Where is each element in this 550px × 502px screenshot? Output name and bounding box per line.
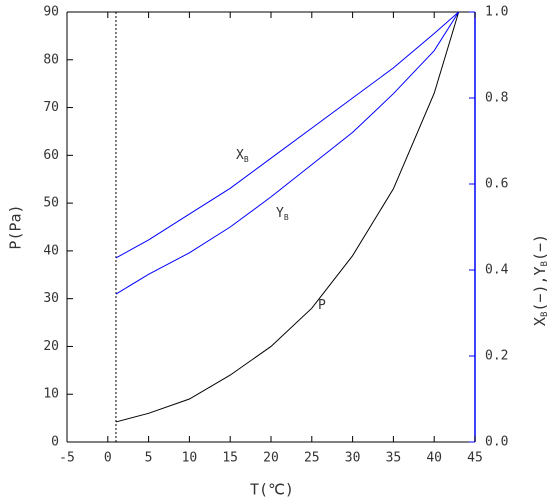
y-tick-label: 10 (43, 387, 59, 402)
series-line (115, 11, 460, 295)
x-tick-label: 30 (345, 451, 361, 466)
label-text: X (236, 148, 244, 163)
x-tick-label: 15 (222, 451, 238, 466)
label-text: Y (276, 206, 284, 221)
y-tick-label: 80 (43, 52, 59, 67)
x-tick-label: 25 (304, 451, 320, 466)
series-line (115, 11, 460, 423)
y2-axis-label: XB(−),YB(−) (531, 234, 550, 326)
y-tick-label: 70 (43, 100, 59, 115)
label-sub: B (244, 155, 249, 164)
series-label: P (318, 298, 326, 313)
y2-tick-label: 0.0 (485, 435, 508, 450)
y2-tick-label: 0.4 (485, 263, 509, 278)
y2-tick-label: 0.6 (485, 177, 508, 192)
x-tick-label: -5 (59, 451, 75, 466)
y2-tick-label: 0.8 (485, 91, 508, 106)
series-line (115, 11, 460, 259)
x-tick-label: 5 (145, 451, 153, 466)
label-text: (−) (531, 234, 549, 261)
y-axis-label: P(Pa) (7, 204, 25, 249)
y2-tick-label: 0.2 (485, 349, 508, 364)
y-tick-label: 20 (43, 339, 59, 354)
label-sub: B (284, 213, 289, 222)
x-tick-label: 20 (263, 451, 279, 466)
x-tick-label: 40 (426, 451, 442, 466)
y-tick-label: 50 (43, 196, 59, 211)
label-text: X (531, 317, 549, 326)
y-tick-label: 90 (43, 5, 59, 20)
label-sub: B (540, 261, 550, 266)
series-label: YB (276, 206, 289, 222)
x-axis-label: T(℃) (250, 481, 294, 499)
y-tick-label: 60 (43, 148, 59, 163)
label-text: P (318, 298, 326, 313)
y-tick-label: 0 (51, 435, 59, 450)
x-tick-label: 10 (182, 451, 198, 466)
x-tick-label: 0 (104, 451, 112, 466)
label-sub: B (540, 312, 550, 317)
series-label: XB (236, 148, 249, 164)
y-tick-label: 40 (43, 243, 59, 258)
y-tick-label: 30 (43, 291, 59, 306)
y2-tick-label: 1.0 (485, 5, 508, 20)
label-text: (−),Y (531, 266, 549, 311)
x-tick-label: 35 (386, 451, 402, 466)
x-tick-label: 45 (467, 451, 483, 466)
